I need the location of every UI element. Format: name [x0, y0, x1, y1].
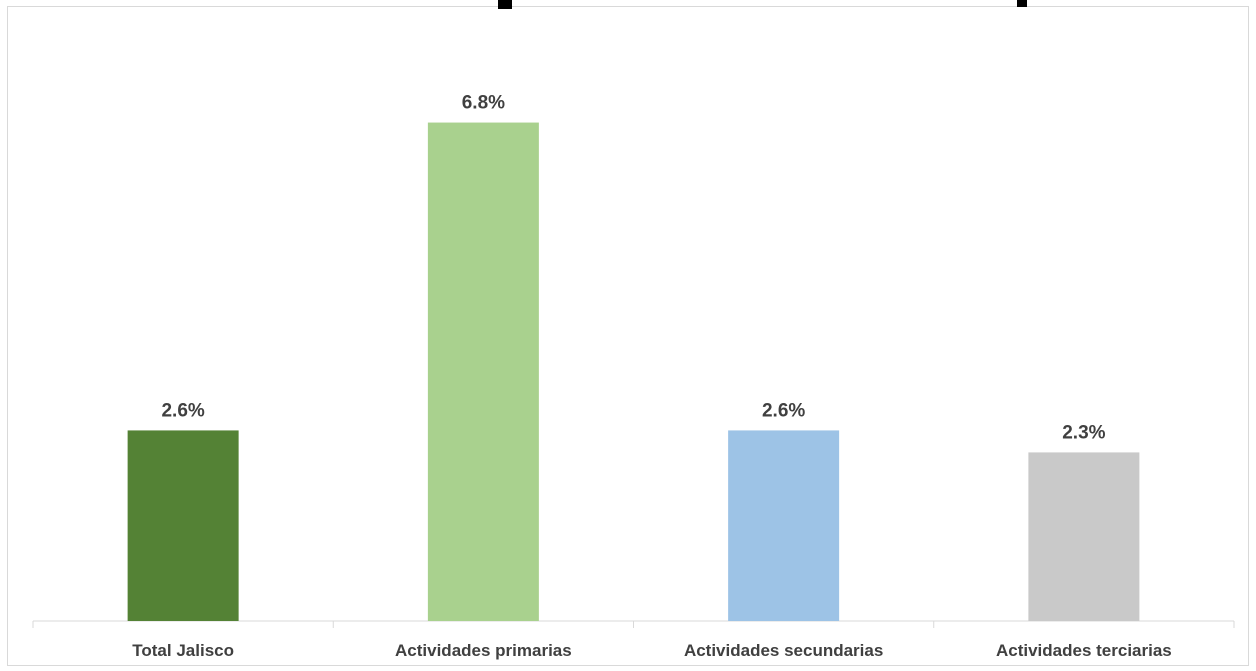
bar-1 — [127, 430, 239, 621]
x-tick-label: Actividades primarias — [395, 641, 572, 660]
value-label: 2.6% — [762, 400, 805, 421]
bar-2 — [427, 122, 539, 621]
value-label: 6.8% — [462, 93, 505, 114]
x-tick-label: Total Jalisco — [132, 641, 234, 660]
chart-title-fragment — [498, 0, 1027, 9]
bar-4 — [1028, 452, 1140, 621]
bar-3 — [728, 430, 840, 621]
value-label: 2.3% — [1062, 422, 1105, 443]
x-tick-label: Actividades secundarias — [684, 641, 883, 660]
x-tick-label: Actividades terciarias — [996, 641, 1172, 660]
value-label: 2.6% — [161, 400, 204, 421]
